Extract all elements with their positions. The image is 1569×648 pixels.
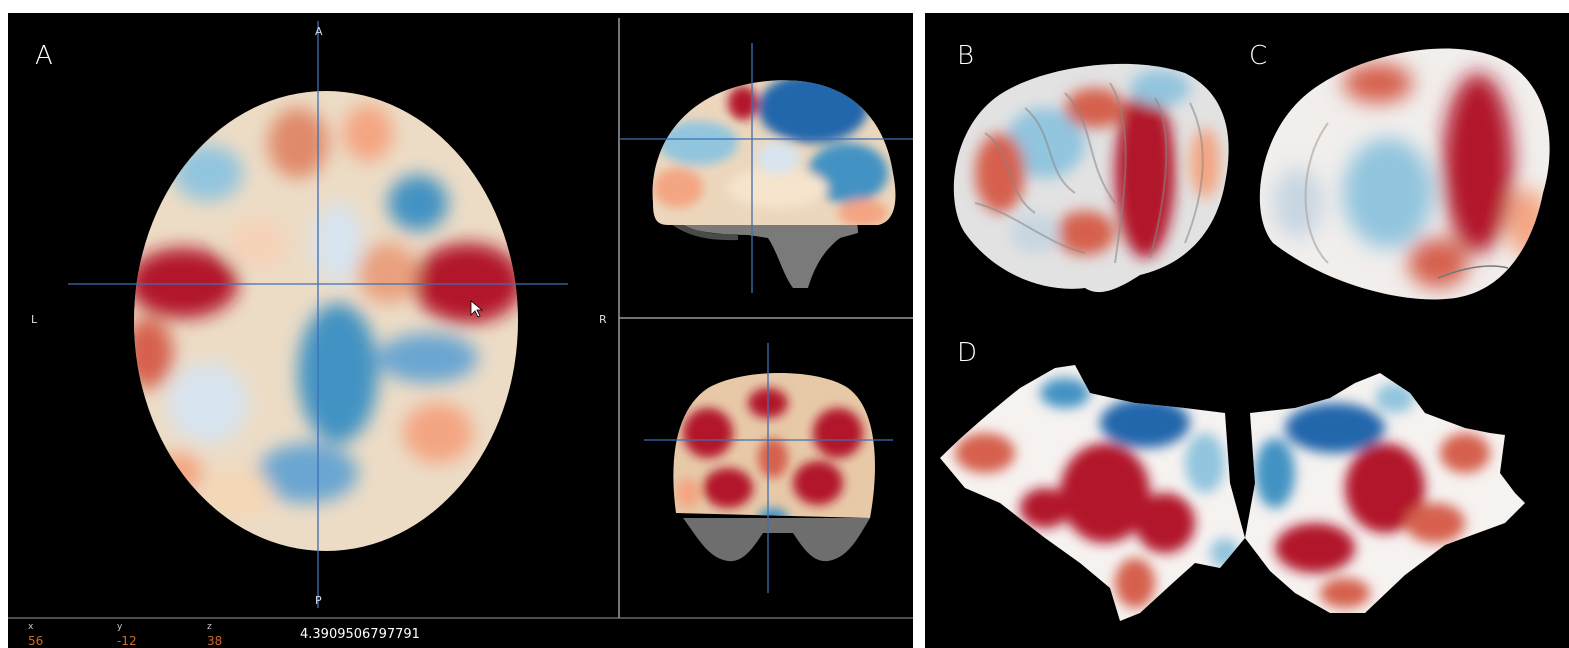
panel-label-b: B: [957, 41, 975, 71]
axial-slice[interactable]: [123, 91, 523, 551]
voxel-value-readout: 4.3909506797791: [300, 627, 420, 642]
sagittal-slice[interactable]: [652, 73, 896, 288]
panel-label-d: D: [957, 338, 978, 368]
inflated-surface-panel: C: [1238, 13, 1569, 329]
coord-y-value: -12: [117, 634, 137, 648]
orientation-anterior: A: [315, 25, 323, 38]
coord-x-label: x: [28, 622, 34, 632]
flatmap-right-hemisphere: [1245, 373, 1525, 613]
coronal-slice[interactable]: [673, 373, 875, 562]
panel-label-a: A: [35, 41, 53, 71]
mouse-pointer-icon: [470, 300, 484, 318]
coord-y-label: y: [117, 622, 123, 632]
coord-z-value: 38: [207, 634, 223, 648]
pial-surface-panel: B: [925, 13, 1238, 313]
viewer-canvas[interactable]: [8, 13, 913, 648]
flatmap-left-hemisphere: [940, 365, 1245, 621]
orientation-left: L: [31, 313, 38, 326]
flatmap-panel: D: [925, 313, 1569, 648]
coord-z-label: z: [207, 622, 212, 632]
panel-label-c: C: [1249, 41, 1268, 71]
volume-viewer-panel[interactable]: A A P L R x 56 y -12 z 38 4.390950679779…: [8, 13, 913, 648]
orientation-right: R: [599, 313, 607, 326]
coord-x-value: 56: [28, 634, 44, 648]
orientation-posterior: P: [315, 594, 322, 607]
